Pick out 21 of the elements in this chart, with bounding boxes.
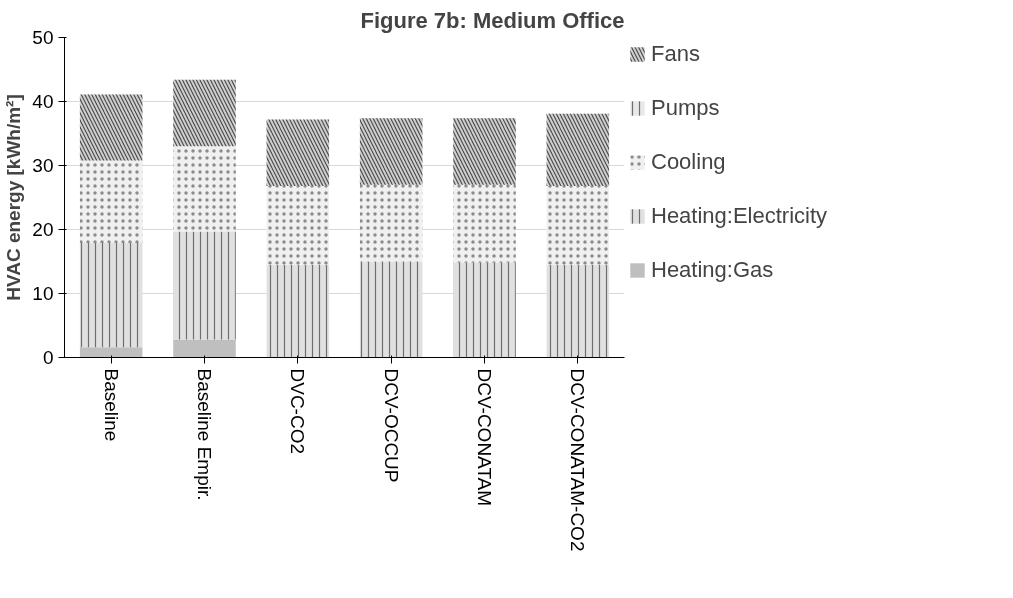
y-tick-label: 10	[32, 283, 54, 304]
x-tick-label: DCV-CONATAM-CO2	[567, 368, 589, 552]
legend-label: Heating:Gas	[651, 257, 774, 283]
legend-label: Pumps	[651, 95, 720, 121]
y-tick-label: 0	[42, 347, 54, 368]
y-tick-label: 30	[32, 155, 54, 176]
chart-title: Figure 7b: Medium Office	[360, 7, 625, 33]
y-tick-label: 50	[32, 27, 54, 48]
bar	[173, 339, 236, 358]
y-tick-label: 40	[32, 91, 54, 112]
legend-label: Cooling	[651, 149, 726, 175]
x-tick-label: DCV-OCCUP	[380, 368, 402, 483]
x-tick-label: DVC-CO2	[287, 368, 309, 455]
x-tick-label: Baseline Empir.	[194, 368, 215, 501]
y-tick-label: 20	[32, 219, 54, 240]
bar	[79, 347, 143, 358]
x-tick-label: DCV-CONATAM	[474, 368, 495, 507]
legend-label: Fans	[651, 41, 700, 67]
y-axis-title: HVAC energy [kWh/m²]	[3, 94, 25, 301]
legend-label: Heating:Electricity	[651, 203, 828, 229]
x-tick-label: Baseline	[100, 368, 122, 442]
